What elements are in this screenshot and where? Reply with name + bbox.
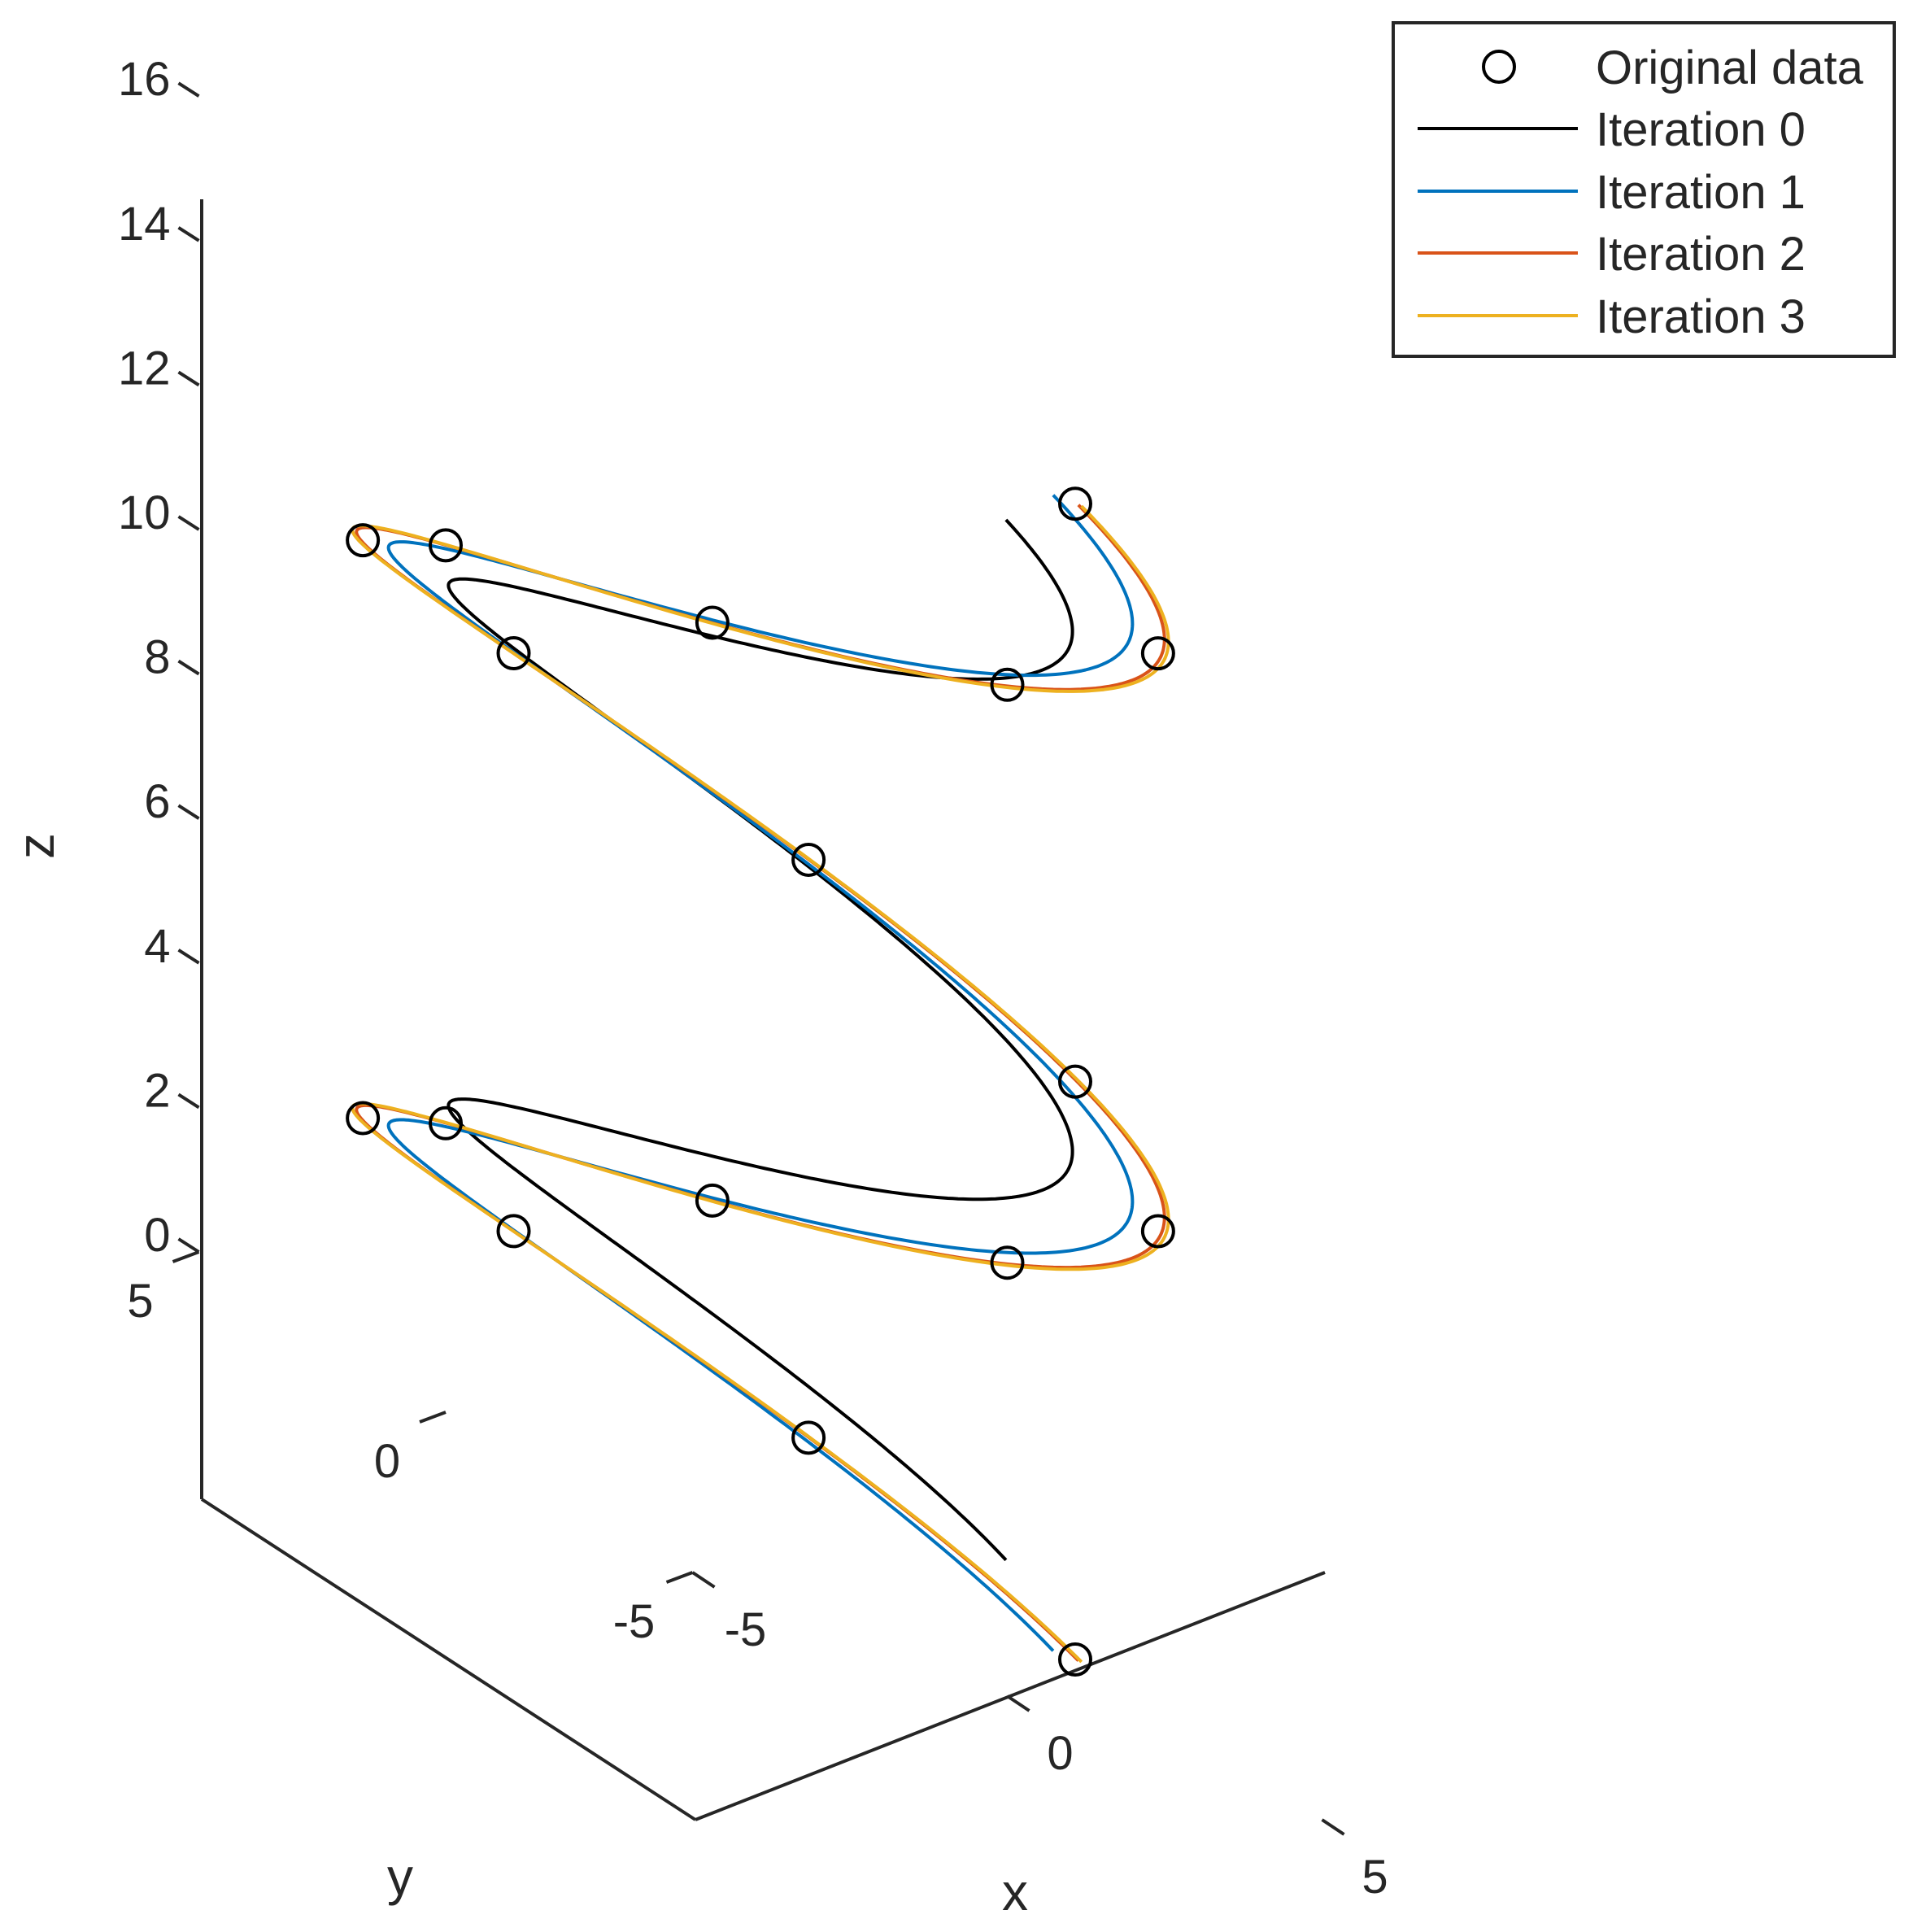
y-tick — [419, 1411, 447, 1424]
z-tick-label: 6 — [144, 775, 170, 828]
original-data-point — [695, 1183, 730, 1218]
series-lines — [351, 494, 1170, 1664]
z-tick-label: 14 — [118, 198, 171, 251]
original-data-point — [346, 1101, 381, 1136]
z-tick — [177, 1237, 200, 1254]
y-tick — [172, 1250, 200, 1263]
original-data-point — [990, 1245, 1025, 1280]
z-tick — [177, 226, 200, 242]
z-tick — [177, 804, 200, 820]
original-data-point — [496, 1214, 531, 1249]
original-data-point — [791, 842, 826, 877]
x-tick — [1321, 1818, 1345, 1836]
series-line-iteration-1 — [386, 494, 1135, 1652]
x-tick-label: -5 — [725, 1603, 767, 1656]
original-data-point — [429, 1106, 463, 1140]
original-data-point — [990, 667, 1025, 702]
z-tick-label: 8 — [144, 631, 170, 684]
y-tick — [665, 1571, 694, 1584]
ticks — [172, 81, 1345, 1836]
x-tick — [691, 1571, 716, 1589]
z-tick — [177, 370, 200, 387]
x-tick — [1006, 1694, 1030, 1712]
z-tick-label: 4 — [144, 920, 170, 973]
legend-entry-iteration-2: Iteration 2 — [1596, 228, 1806, 281]
original-data-point — [1058, 1064, 1092, 1099]
legend: Original data Iteration 0 Iteration 1 It… — [1392, 21, 1896, 358]
legend-entry-iteration-1: Iteration 1 — [1596, 166, 1806, 219]
original-data-point — [695, 605, 730, 640]
original-data-markers — [346, 486, 1175, 1677]
legend-marker-original — [1482, 50, 1516, 84]
x-tick-label: 0 — [1047, 1727, 1073, 1780]
series-line-iteration-3 — [351, 504, 1170, 1664]
z-tick-label: 16 — [118, 53, 171, 106]
x-tick-label: 5 — [1362, 1851, 1388, 1904]
z-axis-label: z — [7, 833, 65, 859]
z-tick-label: 0 — [144, 1209, 170, 1262]
y-tick-label: 0 — [374, 1435, 400, 1488]
z-tick — [177, 81, 200, 98]
z-tick — [177, 659, 200, 676]
y-tick-label: 5 — [127, 1275, 153, 1328]
legend-entry-iteration-3: Iteration 3 — [1596, 290, 1806, 343]
original-data-point — [429, 528, 463, 563]
original-data-point — [1140, 1214, 1175, 1249]
axes — [200, 199, 1326, 1821]
z-tick-label: 10 — [118, 486, 171, 539]
z-tick-label: 2 — [144, 1064, 170, 1117]
z-tick — [177, 949, 200, 965]
z-tick-label: 12 — [118, 342, 171, 395]
y-axis-label: y — [387, 1847, 413, 1906]
z-tick — [177, 1092, 200, 1110]
z-tick — [177, 515, 200, 531]
y-tick-label: -5 — [613, 1595, 656, 1648]
legend-entry-iteration-0: Iteration 0 — [1596, 103, 1806, 156]
original-data-point — [346, 523, 381, 558]
original-data-point — [496, 636, 531, 670]
original-data-point — [791, 1420, 826, 1455]
original-data-point — [1058, 486, 1092, 521]
y-axis-line — [200, 1498, 697, 1821]
x-axis-label: x — [1002, 1863, 1028, 1921]
original-data-point — [1140, 636, 1175, 671]
legend-entry-original: Original data — [1596, 41, 1864, 94]
tick-labels: 024681012141618-505-505 — [118, 53, 1388, 1904]
original-data-point — [1058, 1642, 1092, 1677]
